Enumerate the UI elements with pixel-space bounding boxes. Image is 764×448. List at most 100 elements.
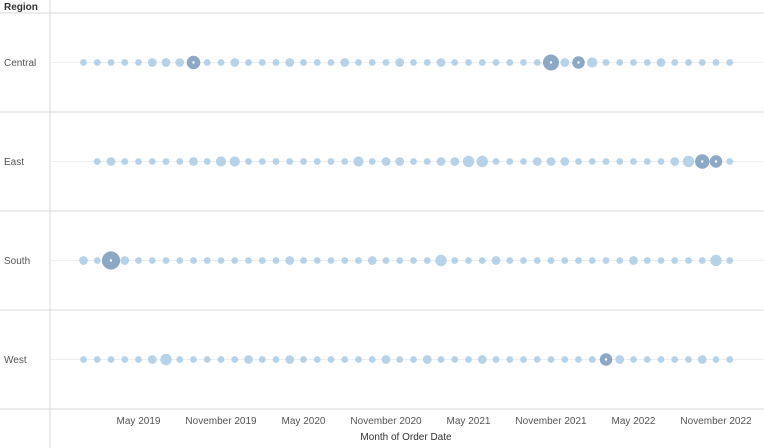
data-point[interactable] bbox=[80, 356, 87, 363]
data-point[interactable] bbox=[203, 356, 211, 363]
data-point[interactable] bbox=[602, 59, 610, 66]
data-point[interactable] bbox=[313, 356, 321, 363]
data-point[interactable] bbox=[629, 256, 638, 265]
data-point[interactable] bbox=[685, 59, 692, 66]
data-point[interactable] bbox=[396, 356, 404, 363]
data-point[interactable] bbox=[120, 256, 130, 265]
data-point[interactable] bbox=[465, 356, 472, 363]
data-point[interactable] bbox=[602, 158, 610, 165]
data-point[interactable] bbox=[162, 257, 170, 264]
data-point[interactable] bbox=[355, 59, 362, 66]
data-point[interactable] bbox=[93, 59, 101, 66]
data-point[interactable] bbox=[561, 257, 569, 264]
data-point[interactable] bbox=[410, 59, 417, 66]
data-point[interactable] bbox=[93, 158, 101, 165]
data-point[interactable] bbox=[506, 356, 514, 363]
data-point[interactable] bbox=[506, 257, 514, 264]
data-point[interactable] bbox=[203, 257, 211, 264]
data-point[interactable] bbox=[93, 257, 101, 264]
data-point[interactable] bbox=[148, 257, 156, 264]
data-point[interactable] bbox=[121, 59, 129, 66]
data-point[interactable] bbox=[93, 356, 101, 363]
data-point[interactable] bbox=[410, 158, 417, 165]
data-point[interactable] bbox=[547, 356, 555, 363]
data-point[interactable] bbox=[698, 257, 706, 264]
data-point[interactable] bbox=[520, 257, 527, 264]
data-point[interactable] bbox=[491, 256, 501, 265]
data-point[interactable] bbox=[160, 353, 172, 366]
data-point[interactable] bbox=[657, 257, 665, 264]
data-point[interactable] bbox=[492, 59, 500, 66]
data-point[interactable] bbox=[368, 356, 376, 363]
data-point[interactable] bbox=[121, 356, 129, 363]
data-point[interactable] bbox=[710, 254, 722, 267]
data-point[interactable] bbox=[465, 257, 472, 264]
data-point[interactable] bbox=[698, 59, 706, 66]
data-point[interactable] bbox=[382, 59, 390, 66]
data-point[interactable] bbox=[630, 59, 637, 66]
data-point[interactable] bbox=[245, 59, 252, 66]
data-point[interactable] bbox=[217, 257, 225, 264]
data-point[interactable] bbox=[107, 356, 115, 363]
data-point[interactable] bbox=[615, 355, 625, 364]
data-point[interactable] bbox=[575, 356, 582, 363]
data-point[interactable] bbox=[313, 257, 321, 264]
data-point[interactable] bbox=[616, 257, 624, 264]
data-point[interactable] bbox=[616, 158, 624, 165]
data-point[interactable] bbox=[450, 157, 460, 166]
data-point[interactable] bbox=[368, 158, 376, 165]
data-point[interactable] bbox=[327, 158, 335, 165]
data-point[interactable] bbox=[478, 257, 486, 264]
data-point[interactable] bbox=[423, 257, 431, 264]
data-point[interactable] bbox=[560, 157, 570, 166]
data-point[interactable] bbox=[367, 256, 377, 265]
data-point[interactable] bbox=[712, 59, 720, 66]
data-point[interactable] bbox=[231, 257, 239, 264]
data-point[interactable] bbox=[587, 57, 598, 68]
data-point[interactable] bbox=[135, 59, 142, 66]
data-point[interactable] bbox=[697, 355, 707, 364]
data-point[interactable] bbox=[533, 257, 541, 264]
data-point[interactable] bbox=[423, 59, 431, 66]
data-point[interactable] bbox=[189, 157, 198, 166]
data-point[interactable] bbox=[477, 355, 487, 364]
data-point[interactable] bbox=[107, 59, 115, 66]
data-point[interactable] bbox=[395, 157, 405, 166]
data-point[interactable] bbox=[437, 356, 445, 363]
data-point[interactable] bbox=[80, 59, 87, 66]
data-point[interactable] bbox=[258, 158, 266, 165]
data-point[interactable] bbox=[190, 356, 197, 363]
data-point[interactable] bbox=[546, 157, 556, 166]
data-point[interactable] bbox=[547, 257, 555, 264]
data-point[interactable] bbox=[682, 155, 695, 168]
data-point[interactable] bbox=[355, 257, 362, 264]
data-point[interactable] bbox=[436, 58, 446, 67]
data-point[interactable] bbox=[147, 58, 157, 67]
data-point[interactable] bbox=[520, 356, 527, 363]
data-point[interactable] bbox=[353, 156, 364, 167]
data-point[interactable] bbox=[368, 59, 376, 66]
data-point[interactable] bbox=[258, 59, 266, 66]
data-point[interactable] bbox=[272, 257, 280, 264]
data-point[interactable] bbox=[341, 257, 349, 264]
data-point[interactable] bbox=[671, 356, 679, 363]
data-point[interactable] bbox=[726, 59, 734, 66]
data-point[interactable] bbox=[272, 59, 280, 66]
data-point[interactable] bbox=[436, 157, 446, 166]
data-point[interactable] bbox=[285, 355, 295, 364]
data-point[interactable] bbox=[106, 157, 116, 166]
data-point[interactable] bbox=[355, 356, 362, 363]
data-point[interactable] bbox=[506, 158, 514, 165]
data-point[interactable] bbox=[462, 155, 475, 168]
data-point[interactable] bbox=[395, 58, 405, 67]
data-point[interactable] bbox=[313, 59, 321, 66]
data-point[interactable] bbox=[272, 158, 280, 165]
data-point[interactable] bbox=[161, 58, 171, 67]
data-point[interactable] bbox=[327, 356, 335, 363]
data-point[interactable] bbox=[451, 59, 459, 66]
data-point[interactable] bbox=[422, 355, 432, 364]
data-point[interactable] bbox=[657, 158, 665, 165]
data-point[interactable] bbox=[726, 158, 734, 165]
data-point[interactable] bbox=[671, 257, 679, 264]
data-point[interactable] bbox=[286, 158, 294, 165]
